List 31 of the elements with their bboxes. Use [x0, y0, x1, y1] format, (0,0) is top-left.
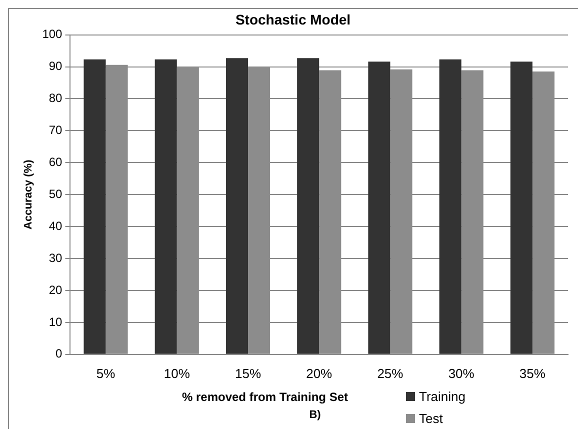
bar — [84, 59, 106, 354]
y-tick-label: 80 — [48, 91, 63, 106]
x-tick-label: 10% — [164, 366, 190, 381]
y-tick-label: 30 — [48, 250, 63, 265]
bar — [297, 58, 320, 354]
y-tick-label: 100 — [42, 27, 63, 42]
x-tick-label: 35% — [519, 366, 546, 381]
bar — [154, 59, 177, 354]
y-tick-label: 90 — [48, 59, 63, 74]
x-tick-label: 15% — [234, 366, 262, 381]
x-tick-label: 20% — [306, 366, 333, 381]
y-tick-label: 10 — [48, 314, 63, 329]
y-tick-label: 0 — [56, 346, 63, 361]
x-tick-label: 30% — [448, 366, 475, 381]
x-tick-label: 5% — [96, 366, 116, 381]
legend-label: Test — [419, 410, 443, 426]
x-axis-title: % removed from Training Set — [180, 390, 350, 404]
bar — [439, 59, 462, 354]
y-axis-title: Accuracy (%) — [22, 159, 35, 230]
text: B) — [309, 409, 321, 421]
y-tick-label: 20 — [48, 282, 63, 297]
bar — [368, 62, 390, 354]
bar — [226, 58, 248, 354]
y-tick-label: 60 — [48, 154, 63, 169]
y-tick-label: 40 — [48, 218, 63, 233]
bar — [510, 62, 532, 354]
y-tick-label: 70 — [48, 122, 63, 137]
chart-title: Stochastic Model — [235, 11, 351, 28]
y-tick-label: 50 — [48, 186, 63, 201]
x-tick-label: 25% — [377, 366, 404, 381]
legend-label: Training — [419, 388, 466, 404]
